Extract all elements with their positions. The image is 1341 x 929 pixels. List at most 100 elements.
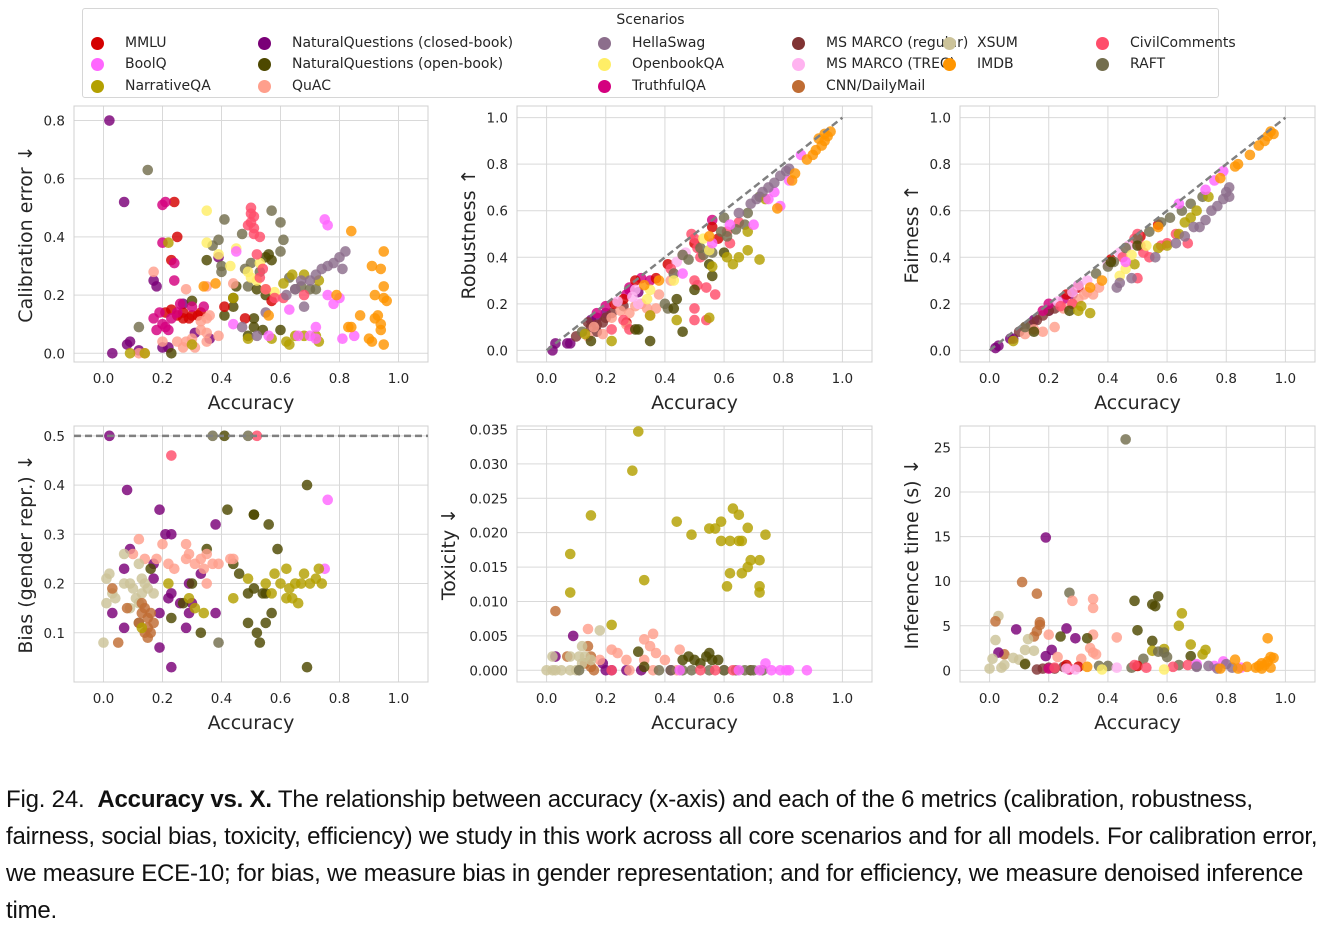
data-point (733, 665, 745, 676)
data-point (1232, 663, 1244, 674)
data-point (145, 563, 156, 575)
data-point (236, 228, 248, 240)
data-point (591, 307, 603, 319)
data-point (1215, 172, 1226, 184)
data-point (677, 268, 688, 279)
data-point (233, 568, 245, 579)
x-axis-label: Accuracy (651, 392, 738, 414)
data-point (154, 607, 165, 619)
data-point (644, 310, 656, 321)
data-point (1129, 258, 1140, 270)
x-tick-label: 0.6 (1156, 371, 1177, 387)
data-point (133, 321, 145, 333)
data-point (381, 295, 393, 307)
data-point (715, 535, 727, 547)
data-point (1149, 251, 1161, 263)
subplot-1: 0.0 0.2 0.4 0.6 0.8 1.0 0.0 0.2 0.4 0.6 0.8 Accurac… (15, 105, 429, 414)
y-axis-label: Fairness ↑ (901, 184, 923, 283)
x-tick-label: 0.2 (152, 691, 173, 707)
data-point (547, 651, 558, 662)
data-point (1052, 651, 1063, 663)
data-point (124, 336, 136, 347)
y-tick-label: 0.8 (487, 157, 508, 173)
data-point (127, 583, 139, 594)
data-point (316, 578, 328, 589)
x-tick-label: 0.8 (1216, 371, 1237, 387)
y-axis-label: Calibration error ↓ (15, 145, 37, 322)
data-point (1215, 663, 1226, 674)
data-point (1061, 623, 1072, 634)
data-point (198, 301, 210, 313)
data-point (195, 627, 207, 639)
data-point (1043, 629, 1055, 641)
data-point (668, 275, 680, 286)
data-point (107, 347, 118, 359)
x-tick-label: 0.4 (654, 371, 675, 387)
legend: Scenarios MMLU BoolQ NarrativeQA NaturalQue… (82, 8, 1236, 98)
data-point (653, 289, 665, 300)
data-point (242, 430, 254, 442)
data-point (275, 217, 286, 228)
data-point (180, 283, 192, 295)
data-point (1132, 624, 1143, 636)
data-point (180, 538, 192, 550)
data-point (301, 479, 313, 491)
data-point (166, 347, 177, 359)
data-point (1096, 664, 1108, 675)
data-point (606, 335, 617, 347)
data-point (1149, 600, 1161, 612)
axes-frame (516, 425, 873, 683)
data-point (650, 647, 662, 659)
data-point (198, 607, 210, 619)
y-tick-label: 0.3 (44, 527, 65, 543)
y-tick-label: 0.0 (487, 343, 508, 359)
data-point (163, 324, 174, 336)
data-point (579, 328, 591, 340)
data-point (104, 115, 115, 126)
data-point (671, 314, 683, 326)
data-point (742, 207, 754, 219)
data-point (1120, 434, 1131, 445)
x-tick-label: 0.8 (773, 691, 794, 707)
data-point (1232, 158, 1244, 170)
y-tick-label: 0.5 (44, 429, 65, 445)
legend-label: TruthfulQA (632, 78, 706, 94)
data-point (225, 260, 236, 272)
data-point (133, 558, 145, 570)
data-point (606, 312, 617, 324)
data-point (186, 301, 198, 313)
data-point (606, 665, 617, 676)
x-tick-label: 0.4 (1097, 371, 1118, 387)
data-point (369, 289, 381, 301)
data-point (254, 637, 266, 648)
data-point (157, 336, 168, 347)
x-tick-label: 1.0 (1275, 371, 1296, 387)
data-point (1037, 305, 1049, 317)
data-point (284, 339, 295, 350)
data-point (163, 578, 174, 589)
data-point (186, 578, 198, 589)
x-tick-label: 0.2 (595, 371, 616, 387)
legend-label: CivilComments (1130, 35, 1236, 51)
data-point (1037, 326, 1049, 338)
data-point (671, 516, 683, 527)
data-point (585, 510, 597, 521)
data-point (742, 244, 754, 256)
caption-bold: Accuracy vs. X. (97, 786, 272, 813)
data-point (104, 568, 115, 579)
data-point (594, 625, 606, 636)
data-point (1126, 249, 1137, 261)
data-point (772, 203, 783, 214)
data-point (564, 548, 576, 560)
data-point (1019, 658, 1031, 670)
data-point (1129, 595, 1140, 607)
data-point (1049, 321, 1060, 333)
data-point (219, 214, 230, 225)
data-point (201, 327, 213, 339)
data-point (624, 307, 635, 319)
legend-marker-icon (792, 58, 805, 71)
x-tick-label: 1.0 (832, 371, 853, 387)
data-point (606, 324, 617, 335)
x-tick-label: 0.0 (536, 371, 557, 387)
data-point (996, 662, 1007, 674)
